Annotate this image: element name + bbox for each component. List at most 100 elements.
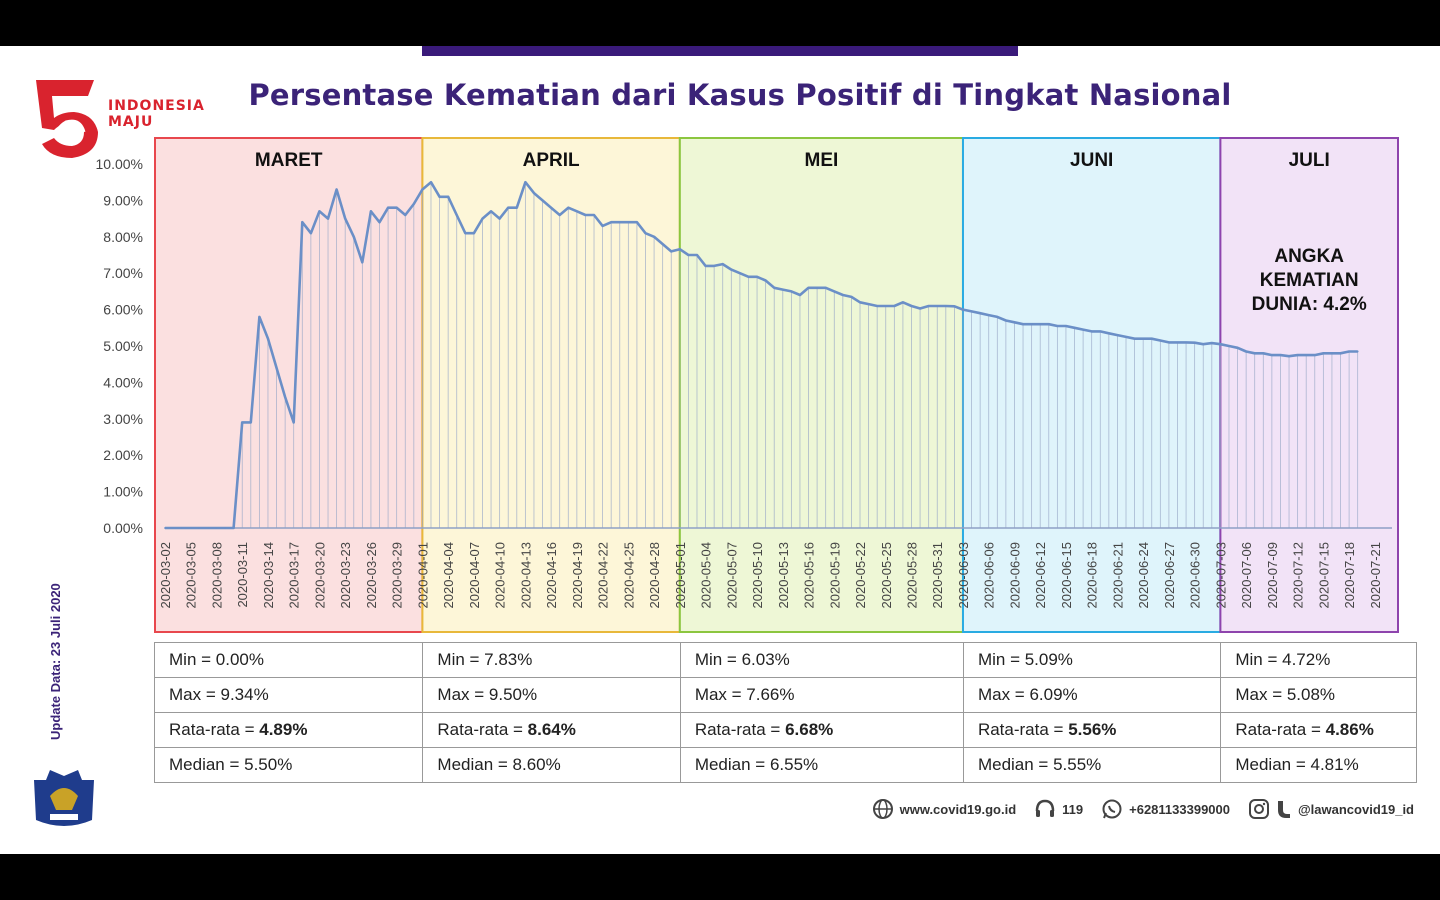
y-tick-label: 8.00% — [103, 229, 143, 245]
data-point — [1116, 334, 1119, 336]
data-point — [1030, 323, 1033, 326]
data-point — [678, 248, 681, 251]
band-maret — [154, 137, 424, 633]
stat-min-mei: Min = 6.03% — [679, 642, 964, 678]
data-point — [1133, 337, 1136, 340]
data-point — [850, 295, 853, 298]
y-tick-label: 5.00% — [103, 338, 143, 354]
footer-hotline[interactable]: 119 — [1034, 798, 1083, 820]
x-tick-label: 2020-04-28 — [647, 542, 662, 609]
instagram-icon — [1249, 799, 1269, 819]
data-point — [627, 221, 630, 224]
data-point — [370, 210, 372, 213]
data-point — [893, 305, 896, 307]
data-point — [867, 303, 870, 306]
data-point — [1279, 354, 1282, 356]
stat-avg-maret: Rata-rata = 4.89% — [153, 712, 424, 748]
x-tick-label: 2020-03-05 — [184, 542, 199, 609]
data-point — [1236, 346, 1239, 349]
data-point — [790, 290, 793, 293]
x-tick-label: 2020-07-21 — [1368, 542, 1383, 609]
x-tick-label: 2020-07-18 — [1342, 542, 1357, 609]
data-point — [799, 294, 801, 296]
data-point — [1073, 326, 1076, 329]
x-tick-label: 2020-04-13 — [518, 542, 533, 609]
data-point — [1150, 337, 1153, 340]
x-tick-label: 2020-03-20 — [312, 542, 327, 609]
data-point — [472, 232, 475, 235]
x-tick-label: 2020-03-08 — [209, 542, 224, 609]
data-point — [1065, 325, 1067, 327]
data-point — [412, 203, 415, 205]
x-tick-label: 2020-05-22 — [853, 542, 868, 609]
data-point — [172, 527, 175, 529]
data-point — [207, 527, 209, 529]
data-point — [1339, 352, 1342, 355]
footer-whatsapp[interactable]: +6281133399000 — [1101, 798, 1230, 820]
x-tick-label: 2020-04-16 — [544, 542, 559, 609]
stat-avg-value: 4.86% — [1325, 720, 1374, 739]
x-tick-label: 2020-03-02 — [158, 542, 173, 609]
data-point — [824, 286, 827, 289]
data-point — [1270, 354, 1273, 356]
data-point — [567, 206, 570, 209]
month-label-mei: MEI — [805, 150, 839, 171]
data-point — [232, 527, 235, 529]
x-tick-label: 2020-06-06 — [982, 542, 997, 609]
data-point — [704, 265, 707, 267]
data-point — [902, 301, 904, 304]
stat-avg-label: Rata-rata = — [1235, 720, 1326, 739]
x-tick-label: 2020-05-25 — [879, 542, 894, 609]
data-point — [378, 221, 381, 224]
data-point — [807, 286, 810, 289]
stat-avg-value: 8.64% — [527, 720, 576, 739]
data-point — [292, 421, 295, 424]
x-tick-label: 2020-04-10 — [493, 542, 508, 609]
data-point — [498, 217, 501, 220]
data-point — [1185, 341, 1187, 344]
footer-website[interactable]: www.covid19.go.id — [872, 798, 1016, 820]
data-point — [241, 421, 244, 424]
x-tick-label: 2020-03-17 — [287, 542, 302, 609]
data-point — [1245, 350, 1248, 353]
data-point — [636, 221, 638, 224]
indonesia-75-logo-icon — [36, 80, 98, 158]
data-point — [1047, 323, 1050, 326]
data-point — [1322, 352, 1325, 355]
social-text: @lawancovid19_id — [1298, 801, 1414, 817]
data-point — [781, 288, 784, 291]
data-point — [816, 286, 819, 289]
stat-min-juni: Min = 5.09% — [962, 642, 1222, 678]
data-point — [309, 232, 312, 235]
data-point — [593, 214, 595, 216]
band-mei — [678, 137, 964, 633]
stat-avg-juli: Rata-rata = 4.86% — [1220, 712, 1417, 748]
data-point — [962, 308, 964, 311]
x-tick-label: 2020-07-15 — [1316, 542, 1331, 609]
x-tick-label: 2020-04-19 — [570, 542, 585, 609]
data-point — [575, 210, 578, 213]
month-label-maret: MARET — [255, 150, 323, 171]
x-tick-label: 2020-03-11 — [235, 542, 250, 608]
x-tick-label: 2020-04-07 — [467, 542, 482, 609]
globe-icon — [872, 799, 893, 819]
page-title: Persentase Kematian dari Kasus Positif d… — [248, 78, 1232, 112]
data-point — [756, 275, 758, 278]
data-point — [1013, 321, 1016, 324]
stat-min-april: Min = 7.83% — [422, 642, 681, 678]
stat-max-juni: Max = 6.09% — [962, 677, 1222, 713]
stats-row-avg: Rata-rata = 4.89% Rata-rata = 8.64% Rata-r… — [153, 712, 1417, 748]
stat-avg-label: Rata-rata = — [977, 720, 1069, 739]
data-point — [859, 301, 861, 304]
data-point — [490, 210, 492, 213]
footer-social[interactable]: @lawancovid19_id — [1248, 798, 1414, 820]
data-point — [1107, 332, 1110, 335]
y-tick-label: 6.00% — [103, 302, 143, 318]
data-point — [721, 263, 724, 265]
data-point — [841, 294, 844, 296]
data-point — [447, 195, 450, 198]
month-label-juli: JULI — [1289, 150, 1330, 171]
x-tick-label: 2020-05-07 — [724, 542, 739, 609]
data-point — [584, 214, 587, 216]
x-tick-label: 2020-06-18 — [1085, 542, 1100, 609]
